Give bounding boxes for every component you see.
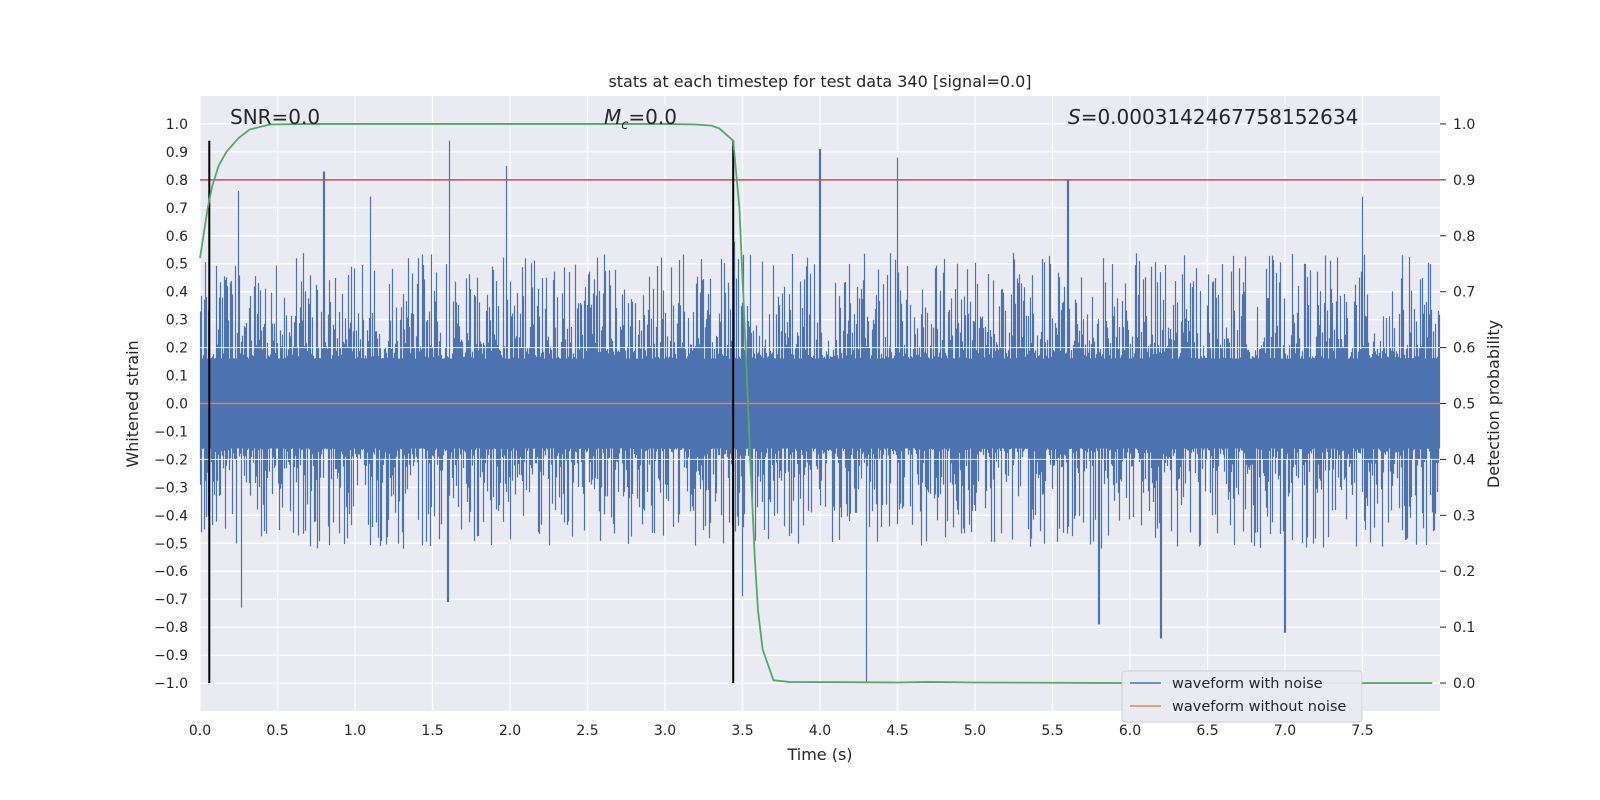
statistic-annotation: S=0.0003142467758152634	[1068, 105, 1358, 129]
y2-tick-label: 0.4	[1453, 452, 1475, 468]
legend-label-clean: waveform without noise	[1172, 699, 1346, 715]
x-tick-label: 0.5	[266, 723, 288, 739]
x-tick-label: 5.5	[1041, 723, 1063, 739]
y2-tick-label: 0.7	[1453, 285, 1475, 301]
statistic-value: =0.0003142467758152634	[1081, 105, 1359, 129]
y2-tick-label: 0.2	[1453, 564, 1475, 580]
y-axis-label: Whitened strain	[123, 340, 142, 467]
data-layer	[199, 123, 1441, 684]
x-tick-label: 7.0	[1274, 723, 1296, 739]
chirp-mass-subscript: c	[621, 118, 628, 133]
y-tick-label: −1.0	[154, 676, 188, 692]
series-waveform-with-noise	[199, 140, 1441, 684]
series-detection-probability	[199, 123, 1433, 684]
y2-tick-label: 0.3	[1453, 508, 1475, 524]
y-tick-label: 0.2	[166, 341, 188, 357]
x-tick-label: 1.5	[421, 723, 443, 739]
chart-title: stats at each timestep for test data 340…	[608, 72, 1031, 91]
y-tick-label: 0.7	[166, 201, 188, 217]
x-tick-label: 2.5	[576, 723, 598, 739]
chirp-mass-value: =0.0	[628, 105, 677, 129]
y2-tick-label: 0.0	[1453, 676, 1475, 692]
y-tick-label: −0.6	[154, 564, 188, 580]
y-tick-label: 0.1	[166, 369, 188, 385]
y-tick-label: 0.8	[166, 173, 188, 189]
y-tick-label: −0.3	[154, 480, 188, 496]
legend-label-noise: waveform with noise	[1172, 676, 1323, 692]
y2-tick-label: 0.5	[1453, 397, 1475, 413]
chirp-mass-symbol: M	[604, 105, 621, 129]
y2-tick-label: 1.0	[1453, 117, 1475, 133]
y-tick-label: −0.7	[154, 592, 188, 608]
y-tick-label: −0.2	[154, 452, 188, 468]
x-tick-label: 7.5	[1351, 723, 1373, 739]
y-tick-label: 0.6	[166, 229, 188, 245]
x-tick-label: 3.5	[731, 723, 753, 739]
snr-annotation: SNR=0.0	[230, 105, 320, 129]
x-tick-label: 1.0	[344, 723, 366, 739]
y2-tick-label: 0.8	[1453, 229, 1475, 245]
y2-tick-label: 0.1	[1453, 620, 1475, 636]
y-tick-label: 0.5	[166, 257, 188, 273]
legend-box	[1121, 670, 1363, 723]
y-tick-label: −0.1	[154, 424, 188, 440]
y-tick-label: −0.5	[154, 536, 188, 552]
x-tick-label: 6.0	[1119, 723, 1141, 739]
y-tick-label: 0.9	[166, 145, 188, 161]
y-tick-label: 1.0	[166, 117, 188, 133]
y-tick-label: −0.8	[154, 620, 188, 636]
x-tick-label: 2.0	[499, 723, 521, 739]
x-tick-label: 4.5	[886, 723, 908, 739]
x-tick-label: 3.0	[654, 723, 676, 739]
y2-tick-label: 0.9	[1453, 173, 1475, 189]
x-tick-label: 5.0	[964, 723, 986, 739]
y2-tick-label: 0.6	[1453, 341, 1475, 357]
legend: waveform with noise waveform without noi…	[1121, 670, 1363, 723]
x-tick-label: 4.0	[809, 723, 831, 739]
x-axis-label: Time (s)	[786, 745, 852, 764]
y-tick-label: 0.0	[166, 397, 188, 413]
y-tick-label: 0.3	[166, 313, 188, 329]
chirp-mass-annotation: Mc=0.0	[604, 105, 677, 133]
axis-ticks: 1.0 0.9 0.8 0.7 0.6 0.5 0.4 0.3 0.2 0.1 0.0 −0.1 −0.…	[154, 117, 1475, 739]
y-tick-label: 0.4	[166, 285, 188, 301]
y2-axis-label: Detection probability	[1484, 320, 1503, 488]
y-tick-label: −0.4	[154, 508, 188, 524]
statistic-symbol: S	[1068, 105, 1081, 129]
y-tick-label: −0.9	[154, 648, 188, 664]
x-tick-label: 6.5	[1196, 723, 1218, 739]
x-tick-label: 0.0	[189, 723, 211, 739]
